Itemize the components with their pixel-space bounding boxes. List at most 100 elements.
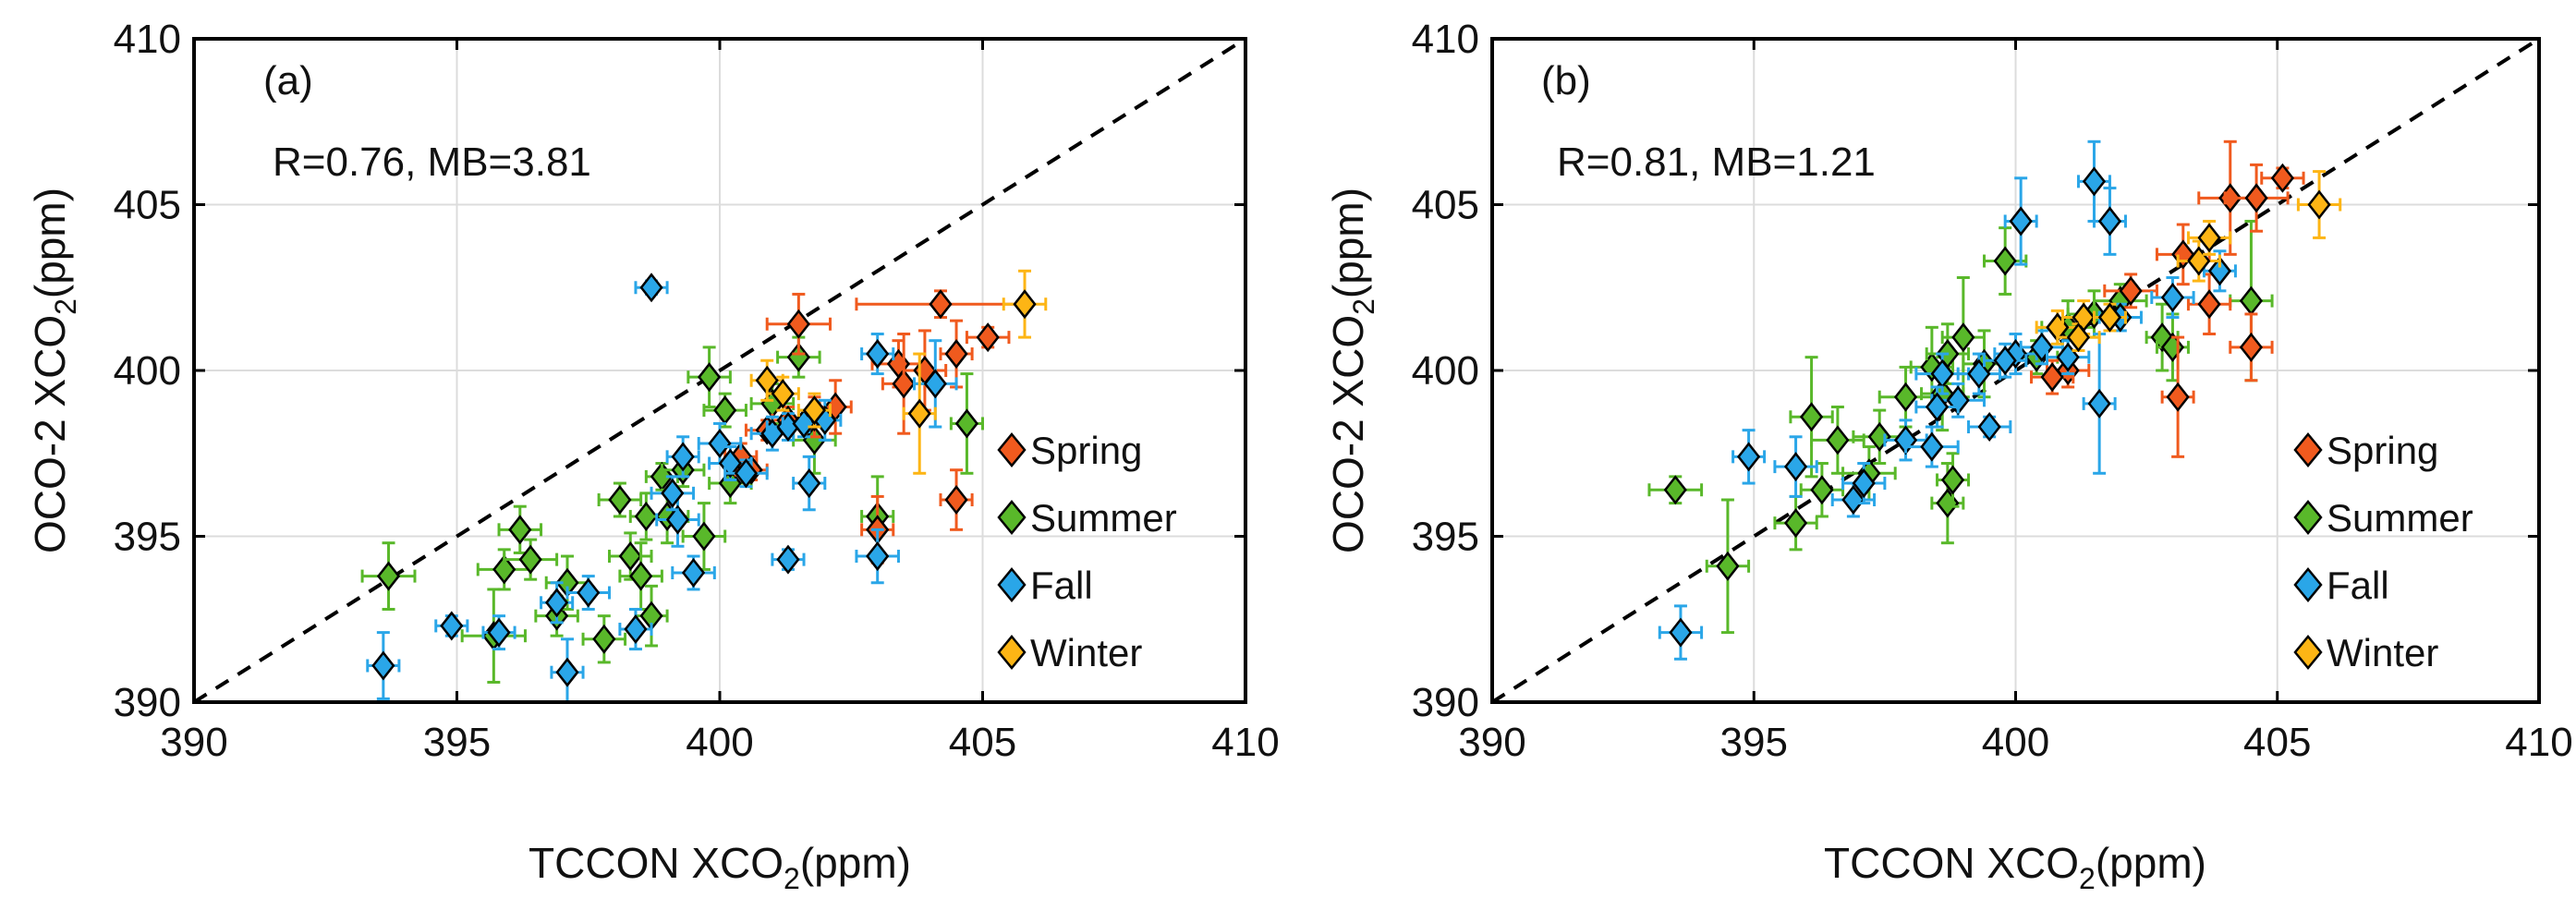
panel-a-point-fall [366, 631, 401, 700]
panel-b-point-summer [1810, 405, 1865, 475]
panel-b-legend-winter: Winter [2293, 631, 2438, 674]
diamond-marker [1841, 484, 1865, 516]
panel-a-point-fall [434, 611, 469, 641]
panel-a-y-tick-label: 390 [114, 680, 181, 725]
panel-b-point-summer [1877, 365, 1934, 429]
legend-label: Spring [1030, 429, 1142, 472]
diamond-marker [492, 554, 516, 585]
diamond-marker [665, 504, 690, 535]
diamond-marker [698, 362, 722, 393]
diamond-marker [661, 478, 685, 508]
diamond-marker [771, 379, 795, 409]
panel-b-x-axis-label: TCCON XCO2(ppm) [1824, 839, 2206, 895]
legend-diamond-icon [2293, 500, 2323, 535]
panel-a-point-spring [939, 319, 974, 389]
panel-b-point-fall [2076, 140, 2111, 223]
panel-a-point-fall [650, 475, 696, 512]
panel-b-point-fall [2150, 275, 2195, 320]
panel-a-point-fall [723, 458, 769, 489]
panel-a-y-tick-label: 405 [114, 183, 181, 228]
panel-a-x-tick-label: 395 [423, 720, 491, 765]
panel-b-point-spring [2223, 163, 2290, 233]
panel-a-point-summer [476, 548, 532, 591]
diamond-marker [2066, 322, 2091, 353]
panel-a-point-fall [618, 607, 653, 651]
diamond-marker [440, 611, 464, 641]
panel-b-legend: Spring Summer Fall Winter [2293, 429, 2473, 674]
panel-a-point-winter [902, 352, 937, 475]
panel-b-y-tick-label: 410 [1412, 17, 1479, 62]
panel-b-point-spring [2229, 312, 2274, 382]
panel-b-point-fall [2003, 176, 2038, 266]
diamond-marker [1663, 475, 1687, 505]
diamond-marker [2270, 163, 2295, 193]
diamond-marker [1810, 475, 1834, 505]
panel-a-point-fall [771, 544, 806, 575]
panel-a-point-spring [939, 468, 974, 531]
panel-b-point-summer [1789, 356, 1834, 479]
panel-b-point-fall [1904, 425, 1960, 468]
panel-a-y-tick-label: 410 [114, 17, 181, 62]
legend-diamond-icon [2293, 432, 2323, 467]
diamond-marker [1826, 425, 1850, 455]
diamond-marker [608, 484, 632, 516]
panel-a-legend-summer: Summer [997, 496, 1177, 540]
diamond-marker [555, 657, 579, 687]
legend-label: Winter [2327, 631, 2438, 674]
diamond-marker [718, 448, 742, 479]
diamond-marker [2160, 282, 2185, 313]
diamond-marker [681, 557, 706, 589]
legend-label: Winter [1030, 631, 1142, 674]
legend-diamond-icon [2293, 567, 2323, 602]
legend-label: Summer [2327, 496, 2473, 540]
panel-a-point-fall [655, 491, 700, 548]
panel-b-points [1647, 140, 2342, 661]
panel-b-point-summer [1936, 452, 1971, 508]
diamond-marker [692, 521, 716, 552]
panel-b-point-summer [1773, 494, 1818, 552]
panel-b-legend-fall: Fall [2293, 564, 2389, 607]
panel-b-point-fall [2092, 187, 2127, 256]
panel-a-point-spring [965, 322, 1011, 353]
panel-b-point-spring [2029, 358, 2075, 395]
diamond-marker [618, 541, 642, 572]
diamond-marker [1920, 431, 1944, 462]
panel-b-point-fall [1914, 385, 1960, 429]
panel-a-x-axis-label: TCCON XCO2(ppm) [529, 839, 911, 895]
panel-b-legend-spring: Spring [2293, 429, 2438, 472]
panel-b-point-fall [1967, 412, 2012, 443]
diamond-marker [907, 398, 931, 429]
panel-a-x-tick-label: 405 [949, 720, 1016, 765]
panel-b-point-fall [1841, 462, 1887, 505]
diamond-marker [1936, 488, 1960, 518]
panel-b-point-fall [2082, 333, 2117, 475]
diamond-marker [929, 289, 953, 320]
panel-b-x-tick-label: 390 [1458, 720, 1525, 765]
panel-a-y-axis-label: OCO-2 XCO2(ppm) [26, 188, 82, 553]
panel-b-y-axis-label: OCO-2 XCO2(ppm) [1324, 188, 1380, 553]
diamond-marker [577, 577, 601, 608]
panel-a-point-summer [776, 335, 821, 379]
panel-b-point-fall [1956, 352, 2002, 395]
panel-a-point-fall [665, 435, 700, 479]
panel-a-y-tick-label: 400 [114, 348, 181, 394]
panel-b-y-tick-label: 400 [1412, 348, 1479, 394]
panel-b-point-winter [2092, 302, 2127, 333]
panel-a-one-to-one-line [194, 39, 1245, 702]
legend-diamond-icon [2293, 635, 2323, 670]
panel-a-point-fall [481, 614, 516, 651]
panel-b-point-spring [2186, 273, 2232, 336]
panel-b-point-fall [1658, 604, 1704, 661]
diamond-marker [1993, 346, 2017, 376]
panel-a-legend-fall: Fall [997, 564, 1093, 607]
diamond-marker [1940, 465, 1965, 495]
legend-diamond-icon [997, 432, 1027, 467]
panel-b-x-tick-label: 405 [2243, 720, 2311, 765]
diamond-marker [923, 369, 947, 399]
panel-a-y-tick-label: 395 [114, 515, 181, 560]
panel-b-point-spring [2160, 335, 2195, 458]
diamond-marker [2097, 206, 2122, 237]
diamond-marker [1013, 289, 1037, 320]
panel-b-point-summer [1647, 475, 1704, 505]
diamond-marker [1799, 402, 1824, 432]
